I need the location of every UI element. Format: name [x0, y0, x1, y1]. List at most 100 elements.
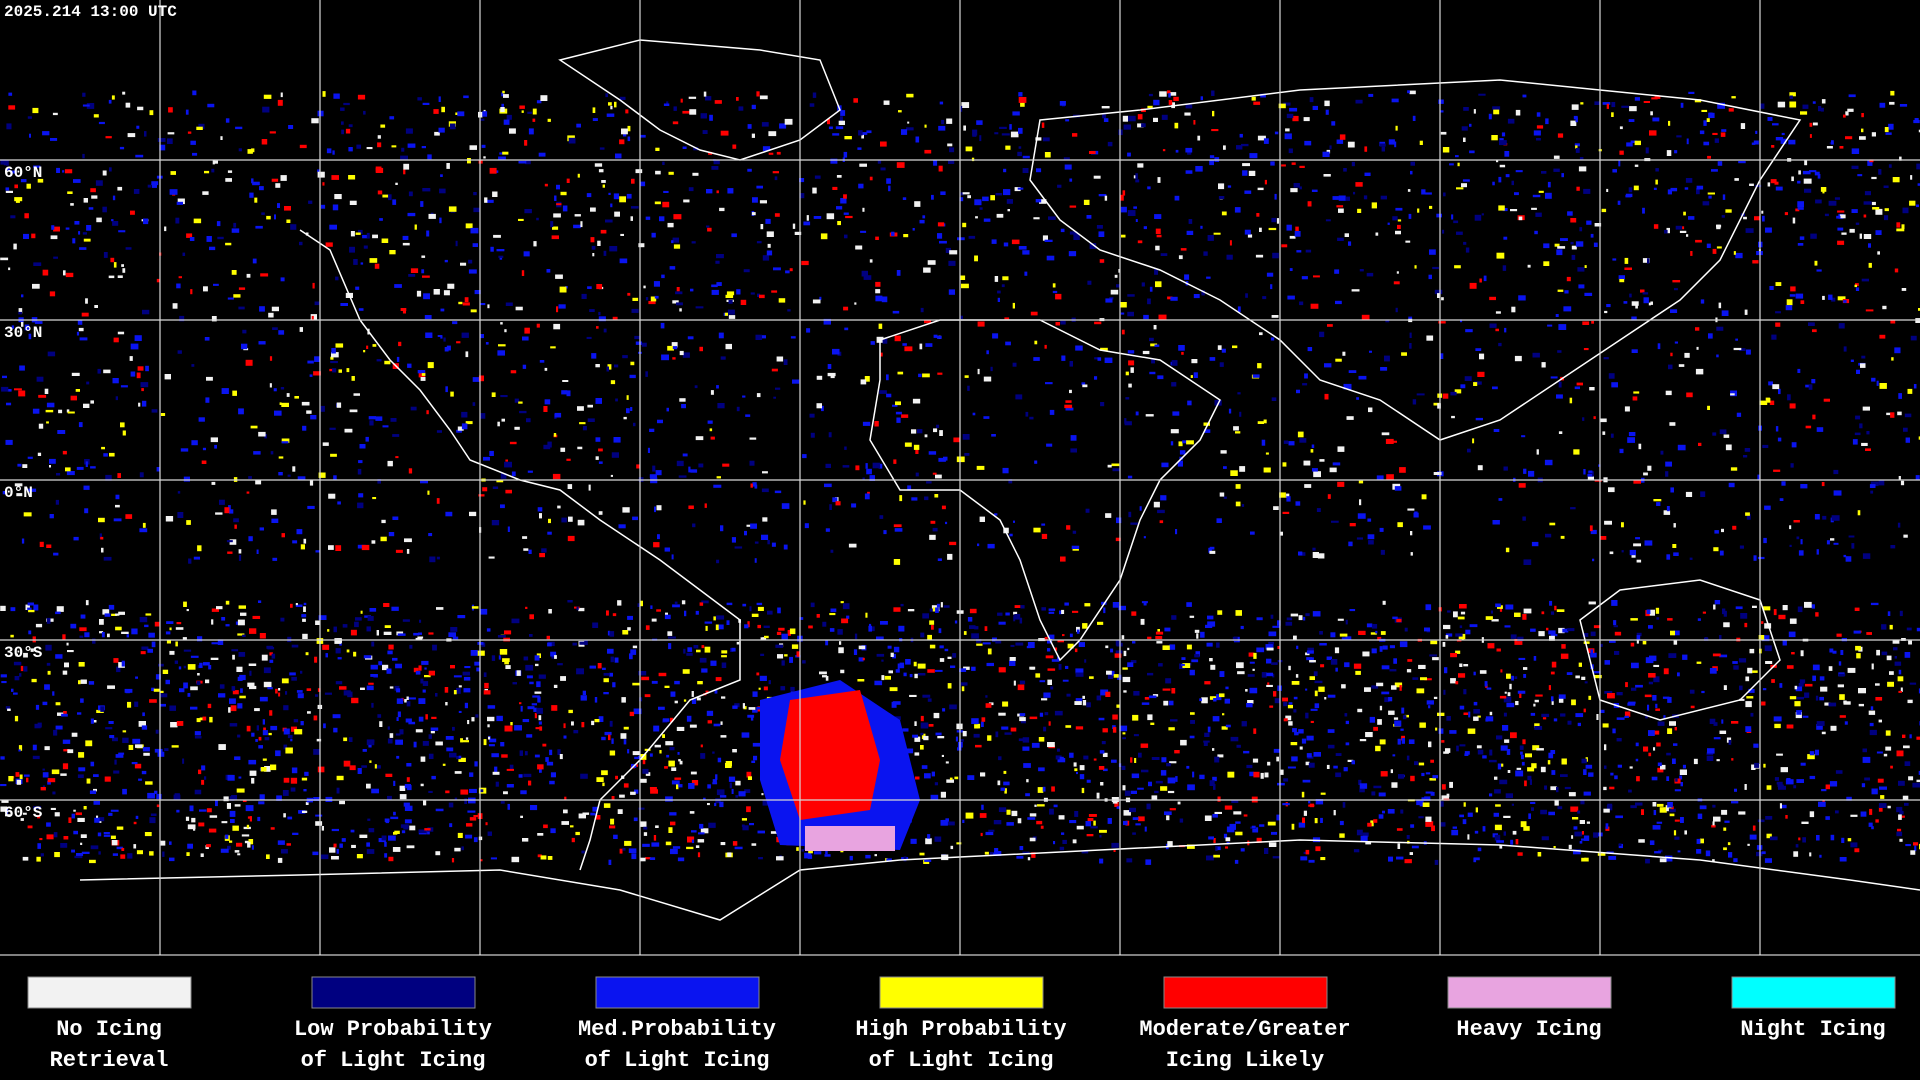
- icing-pixel: [1170, 429, 1179, 434]
- icing-pixel: [1364, 172, 1371, 176]
- icing-pixel: [1584, 857, 1589, 862]
- icing-pixel: [467, 810, 476, 813]
- icing-pixel: [149, 817, 156, 824]
- icing-pixel: [509, 441, 517, 445]
- icing-pixel: [1857, 510, 1861, 516]
- icing-pixel: [109, 735, 115, 739]
- icing-pixel: [749, 606, 752, 612]
- icing-pixel: [1489, 793, 1493, 797]
- icing-pixel: [1162, 688, 1171, 691]
- icing-pixel: [1818, 106, 1822, 112]
- icing-pixel: [1155, 780, 1163, 784]
- icing-pixel: [1871, 201, 1876, 206]
- icing-pixel: [1299, 746, 1303, 750]
- icing-pixel: [1894, 661, 1902, 666]
- icing-pixel: [516, 670, 521, 676]
- icing-pixel: [453, 690, 457, 695]
- icing-pixel: [164, 748, 169, 751]
- icing-pixel: [242, 329, 247, 334]
- icing-pixel: [164, 374, 171, 380]
- icing-pixel: [830, 158, 838, 164]
- icing-pixel: [1657, 96, 1661, 99]
- icing-pixel: [1550, 671, 1555, 675]
- icing-pixel: [860, 230, 867, 233]
- icing-pixel: [519, 105, 525, 109]
- icing-pixel: [1796, 696, 1804, 700]
- icing-pixel: [1162, 149, 1166, 152]
- icing-pixel: [744, 789, 751, 793]
- icing-pixel: [1359, 788, 1365, 793]
- icing-pixel: [1800, 762, 1806, 766]
- icing-pixel: [816, 403, 822, 409]
- icing-pixel: [1411, 845, 1419, 849]
- icing-pixel: [1382, 600, 1386, 605]
- icing-pixel: [383, 603, 390, 607]
- icing-pixel: [185, 109, 189, 115]
- icing-pixel: [414, 224, 417, 230]
- icing-pixel: [179, 688, 185, 693]
- icing-pixel: [1663, 715, 1666, 720]
- icing-pixel: [1834, 197, 1840, 200]
- icing-pixel: [1684, 830, 1687, 835]
- icing-pixel: [1745, 349, 1751, 355]
- icing-pixel: [252, 258, 257, 264]
- icing-pixel: [534, 691, 542, 694]
- icing-pixel: [91, 195, 98, 199]
- icing-pixel: [767, 610, 773, 615]
- icing-pixel: [1544, 459, 1553, 466]
- icing-pixel: [649, 753, 653, 757]
- icing-pixel: [257, 816, 261, 822]
- icing-pixel: [1442, 642, 1446, 647]
- icing-pixel: [1053, 841, 1056, 845]
- icing-pixel: [1669, 422, 1676, 426]
- icing-pixel: [816, 614, 820, 618]
- icing-pixel: [117, 473, 121, 478]
- icing-pixel: [252, 615, 261, 619]
- icing-pixel: [1479, 353, 1485, 360]
- icing-pixel: [1259, 824, 1265, 827]
- icing-pixel: [1843, 701, 1851, 705]
- icing-pixel: [1213, 838, 1216, 844]
- icing-pixel: [460, 738, 463, 743]
- icing-pixel: [959, 739, 964, 742]
- icing-pixel: [420, 377, 426, 381]
- icing-pixel: [1918, 688, 1920, 694]
- icing-pixel: [773, 267, 781, 271]
- icing-pixel: [1795, 293, 1804, 299]
- icing-pixel: [656, 609, 661, 612]
- icing-pixel: [1878, 169, 1882, 175]
- icing-pixel: [899, 495, 903, 502]
- icing-pixel: [1777, 437, 1782, 442]
- icing-pixel: [1901, 288, 1907, 291]
- icing-pixel: [1527, 775, 1532, 781]
- icing-pixel: [240, 688, 243, 693]
- icing-pixel: [892, 310, 900, 314]
- icing-pixel: [1111, 842, 1119, 848]
- icing-pixel: [290, 603, 293, 608]
- icing-pixel: [1285, 715, 1292, 721]
- icing-pixel: [465, 737, 469, 740]
- icing-pixel: [1679, 769, 1687, 775]
- icing-pixel: [919, 219, 925, 224]
- icing-pixel: [602, 782, 605, 787]
- icing-pixel: [843, 194, 847, 199]
- icing-pixel: [68, 817, 72, 823]
- icing-pixel: [783, 544, 788, 550]
- icing-pixel: [410, 268, 419, 273]
- icing-pixel: [1648, 681, 1653, 685]
- icing-pixel: [676, 726, 685, 731]
- icing-pixel: [1157, 509, 1165, 514]
- icing-pixel: [37, 843, 41, 849]
- icing-pixel: [250, 425, 258, 429]
- icing-pixel: [5, 814, 11, 817]
- icing-pixel: [1761, 210, 1764, 214]
- icing-pixel: [518, 218, 524, 221]
- icing-pixel: [1055, 755, 1062, 760]
- icing-pixel: [1699, 805, 1707, 810]
- icing-pixel: [893, 559, 901, 565]
- icing-pixel: [1107, 464, 1112, 468]
- icing-pixel: [547, 441, 552, 448]
- icing-pixel: [115, 626, 122, 631]
- icing-pixel: [1170, 296, 1178, 301]
- icing-pixel: [1829, 648, 1834, 653]
